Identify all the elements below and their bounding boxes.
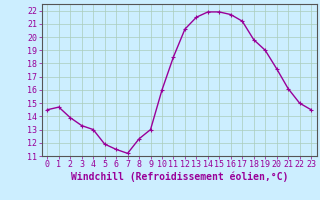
X-axis label: Windchill (Refroidissement éolien,°C): Windchill (Refroidissement éolien,°C) [70, 172, 288, 182]
